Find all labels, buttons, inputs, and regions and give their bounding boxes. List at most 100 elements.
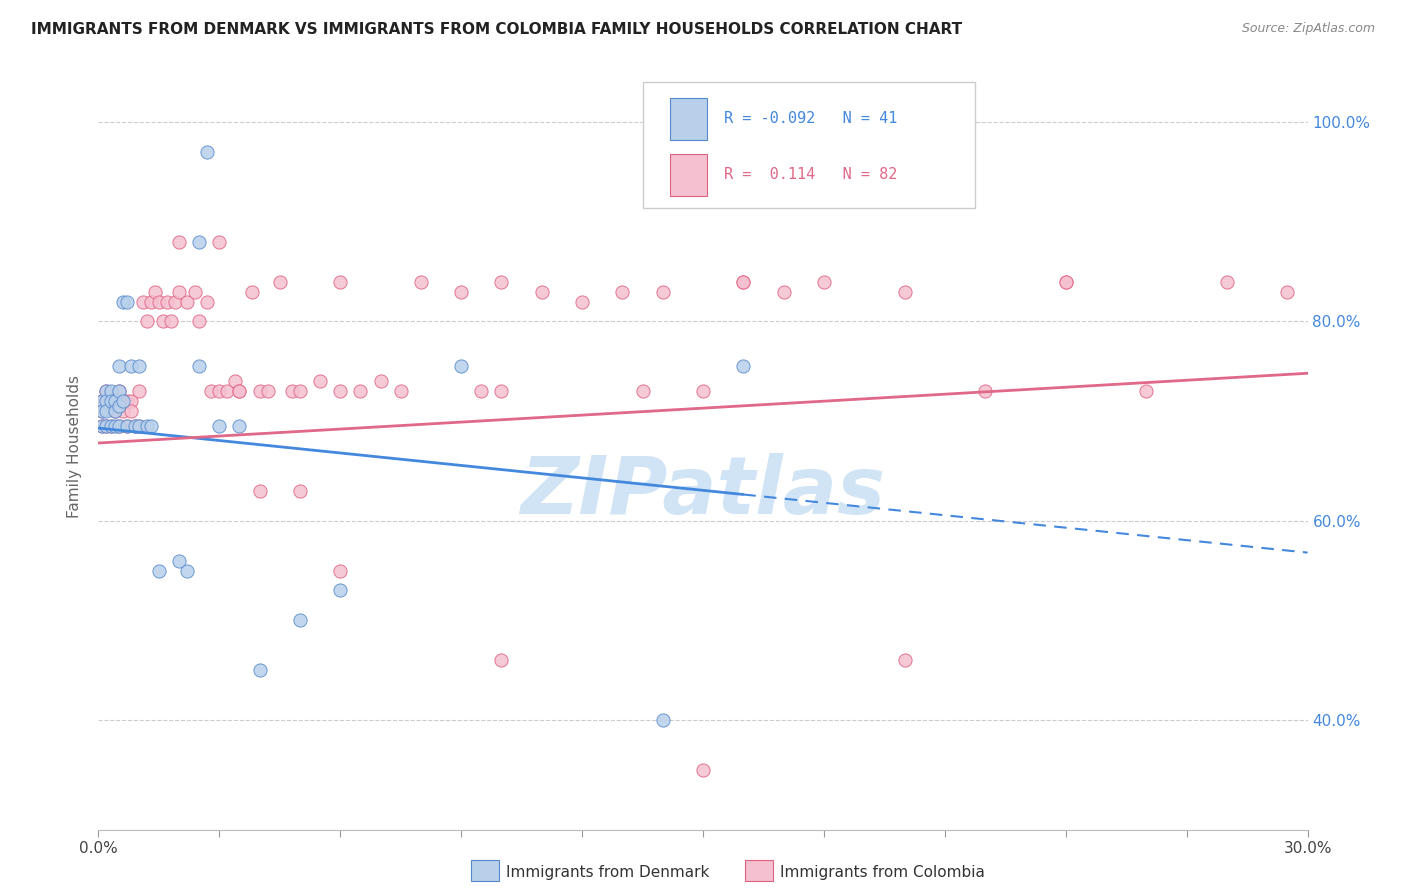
Point [115,394,138,409]
Point [167,553,190,567]
Point [470,384,492,399]
Point [1277,285,1299,299]
Point [91,394,114,409]
Point [96,384,118,399]
Point [733,275,755,289]
Point [651,285,673,299]
Point [91,404,114,418]
Point [107,419,129,434]
Point [1054,275,1077,289]
Point [249,384,271,399]
Point [813,275,835,289]
Text: R = -0.092   N = 41: R = -0.092 N = 41 [724,112,897,127]
Point [91,404,114,418]
Text: ZIPatlas: ZIPatlas [520,453,886,531]
Point [107,384,129,399]
Point [91,419,114,434]
Point [124,419,146,434]
Point [224,374,246,388]
Point [269,275,291,289]
Text: R =  0.114   N = 82: R = 0.114 N = 82 [724,167,897,182]
Point [107,384,129,399]
Point [120,394,142,409]
Point [115,294,138,309]
Point [148,564,170,578]
Point [208,235,231,249]
Point [103,404,125,418]
Point [893,285,915,299]
Point [329,384,352,399]
Text: IMMIGRANTS FROM DENMARK VS IMMIGRANTS FROM COLOMBIA FAMILY HOUSEHOLDS CORRELATIO: IMMIGRANTS FROM DENMARK VS IMMIGRANTS FR… [31,22,962,37]
Point [288,483,311,498]
Point [571,294,593,309]
Point [228,384,250,399]
Point [349,384,371,399]
FancyBboxPatch shape [643,81,976,208]
Point [91,394,114,409]
Point [733,359,755,374]
Point [163,294,186,309]
Point [612,285,634,299]
Point [491,384,513,399]
Point [91,419,114,434]
Point [188,314,211,328]
Point [96,419,118,434]
Point [309,374,332,388]
Point [281,384,304,399]
Point [152,314,174,328]
Point [1135,384,1157,399]
Point [692,384,714,399]
Point [111,404,134,418]
Point [491,275,513,289]
Point [217,384,239,399]
Point [135,314,157,328]
Point [100,394,122,409]
Point [176,294,198,309]
FancyBboxPatch shape [671,97,707,140]
Text: Source: ZipAtlas.com: Source: ZipAtlas.com [1241,22,1375,36]
Point [160,314,183,328]
Point [370,374,392,388]
Point [288,384,311,399]
Point [100,419,122,434]
Point [148,294,170,309]
Point [195,294,218,309]
Point [188,235,211,249]
Point [103,404,125,418]
Point [156,294,179,309]
Point [692,763,714,777]
Point [288,613,311,627]
Point [96,394,118,409]
Y-axis label: Family Households: Family Households [67,375,83,517]
Point [111,294,134,309]
Point [128,359,150,374]
Point [103,419,125,434]
Point [184,285,207,299]
Point [143,285,166,299]
Point [115,419,138,434]
Point [256,384,278,399]
Point [100,419,122,434]
Text: Immigrants from Colombia: Immigrants from Colombia [780,865,986,880]
Point [240,285,263,299]
Point [651,713,673,727]
Point [139,419,162,434]
Point [195,145,218,160]
Point [128,419,150,434]
Point [132,294,155,309]
Point [1054,275,1077,289]
Point [120,404,142,418]
Point [1216,275,1239,289]
Point [733,275,755,289]
Point [100,384,122,399]
Point [249,483,271,498]
Point [491,653,513,667]
Point [111,394,134,409]
Point [167,235,190,249]
Point [208,384,231,399]
Point [188,359,211,374]
FancyBboxPatch shape [671,153,707,195]
Point [96,384,118,399]
Point [450,285,472,299]
Point [772,285,794,299]
